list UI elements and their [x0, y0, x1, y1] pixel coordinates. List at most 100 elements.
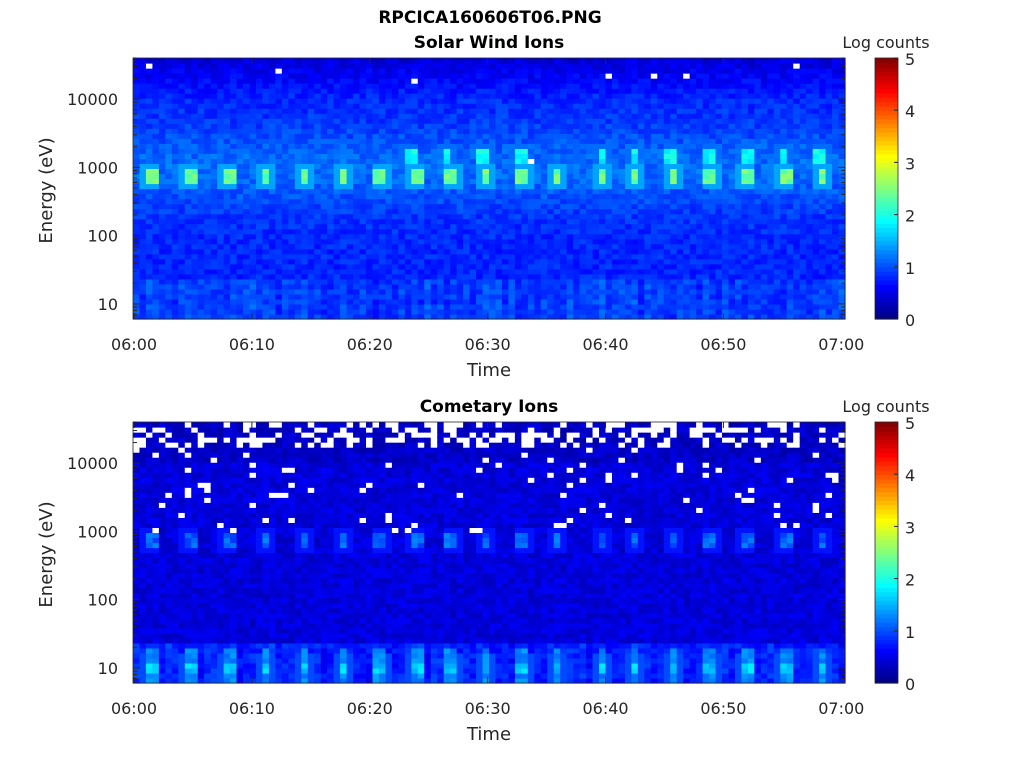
- heatmap-cell: [191, 118, 199, 124]
- heatmap-cell: [521, 163, 529, 170]
- heatmap-cell: [702, 128, 710, 134]
- heatmap-cell: [301, 128, 309, 134]
- heatmap-cell: [204, 73, 212, 79]
- heatmap-cell: [333, 183, 341, 190]
- heatmap-cell: [145, 113, 154, 119]
- heatmap-cell: [301, 283, 309, 290]
- heatmap-cell: [437, 93, 445, 99]
- heatmap-cell: [579, 313, 587, 320]
- heatmap-cell: [624, 113, 632, 119]
- heatmap-cell: [165, 68, 173, 74]
- heatmap-cell: [611, 128, 620, 134]
- heatmap-cell: [262, 283, 270, 290]
- heatmap-cell: [301, 93, 309, 99]
- heatmap-cell: [314, 138, 322, 144]
- heatmap-cell: [430, 198, 438, 205]
- heatmap-cell: [637, 163, 645, 170]
- heatmap-cell: [592, 93, 600, 99]
- heatmap-cell: [385, 238, 393, 245]
- heatmap-cell: [683, 63, 691, 69]
- heatmap-cell: [657, 193, 665, 200]
- heatmap-cell: [437, 163, 445, 170]
- heatmap-cell: [605, 203, 613, 210]
- heatmap-cell: [722, 283, 730, 290]
- heatmap-cell: [553, 223, 561, 230]
- heatmap-cell: [197, 283, 205, 290]
- heatmap-cell: [508, 283, 516, 290]
- heatmap-cell: [624, 208, 632, 215]
- heatmap-cell: [579, 68, 587, 74]
- heatmap-cell: [624, 288, 632, 295]
- heatmap-cell: [171, 88, 179, 94]
- heatmap-cell: [281, 163, 289, 170]
- heatmap-cell: [456, 173, 464, 180]
- heatmap-cell: [243, 73, 251, 79]
- heatmap-cell: [443, 123, 451, 129]
- heatmap-cell: [611, 133, 620, 139]
- heatmap-cell: [268, 248, 276, 255]
- heatmap-cell: [611, 163, 620, 170]
- heatmap-cell: [249, 198, 257, 205]
- heatmap-cell: [514, 208, 522, 215]
- heatmap-cell: [501, 283, 510, 290]
- heatmap-cell: [722, 223, 730, 230]
- heatmap-cell: [165, 268, 173, 275]
- heatmap-cell: [592, 238, 600, 245]
- heatmap-cell: [637, 138, 645, 144]
- heatmap-cell: [650, 118, 658, 124]
- heatmap-cell: [637, 258, 645, 265]
- heatmap-cell: [599, 78, 607, 84]
- heatmap-cell: [301, 188, 309, 195]
- heatmap-cell: [741, 63, 749, 69]
- heatmap-cell: [747, 173, 755, 180]
- heatmap-cell: [696, 283, 704, 290]
- heatmap-cell: [385, 153, 393, 159]
- heatmap-cell: [463, 158, 471, 164]
- heatmap-cell: [560, 308, 568, 315]
- heatmap-cell: [683, 233, 691, 240]
- heatmap-cell: [165, 158, 173, 164]
- heatmap-cell: [586, 193, 594, 200]
- heatmap-cell: [476, 98, 484, 104]
- heatmap-cell: [605, 133, 613, 139]
- heatmap-cell: [204, 278, 212, 285]
- heatmap-cell: [618, 58, 626, 64]
- heatmap-cell: [281, 308, 289, 315]
- heatmap-cell: [152, 238, 160, 245]
- heatmap-cell: [204, 188, 212, 195]
- heatmap-cell: [275, 68, 283, 74]
- heatmap-cell: [696, 133, 704, 139]
- heatmap-cell: [217, 293, 225, 300]
- heatmap-cell: [314, 108, 322, 114]
- heatmap-cell: [268, 73, 276, 79]
- heatmap-cell: [547, 198, 555, 205]
- heatmap-cell: [353, 253, 361, 260]
- heatmap-cell: [450, 128, 458, 134]
- heatmap-cell: [469, 103, 477, 109]
- heatmap-cell: [178, 243, 186, 250]
- heatmap-cell: [618, 243, 626, 250]
- heatmap-cell: [566, 248, 574, 255]
- heatmap-cell: [281, 298, 289, 305]
- heatmap-cell: [728, 128, 736, 134]
- heatmap-cell: [476, 203, 484, 210]
- heatmap-cell: [430, 168, 438, 175]
- heatmap-cell: [605, 98, 613, 104]
- heatmap-cell: [139, 313, 147, 320]
- heatmap-cell: [424, 228, 432, 235]
- heatmap-cell: [353, 183, 361, 190]
- heatmap-cell: [728, 103, 736, 109]
- heatmap-cell: [514, 198, 522, 205]
- heatmap-cell: [696, 268, 704, 275]
- heatmap-cell: [508, 123, 516, 129]
- heatmap-cell: [709, 113, 717, 119]
- heatmap-cell: [592, 233, 600, 240]
- heatmap-cell: [599, 168, 607, 175]
- heatmap-cell: [747, 273, 755, 280]
- heatmap-cell: [482, 263, 490, 270]
- heatmap-cell: [184, 88, 192, 94]
- heatmap-cell: [417, 303, 425, 310]
- heatmap-cell: [547, 208, 555, 215]
- heatmap-cell: [314, 118, 322, 124]
- heatmap-cell: [605, 308, 613, 315]
